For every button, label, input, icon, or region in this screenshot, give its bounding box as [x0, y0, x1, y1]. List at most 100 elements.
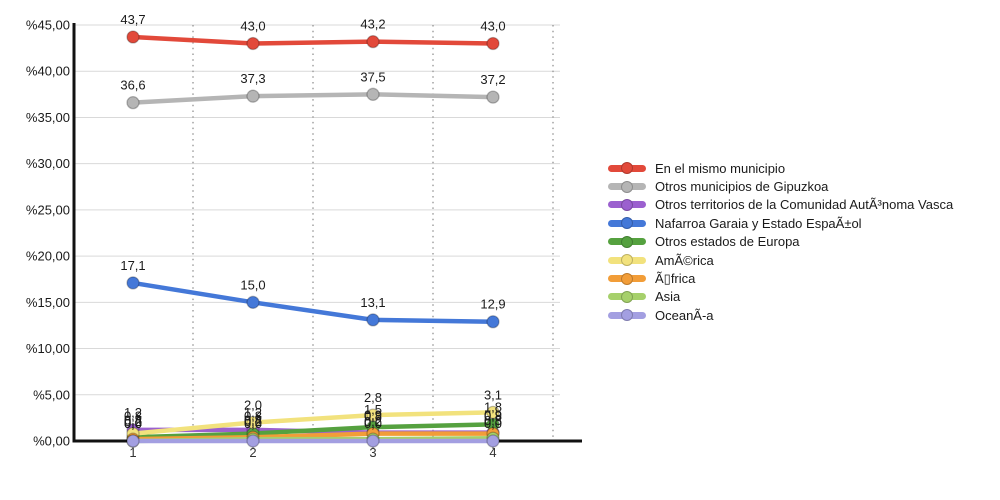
- data-point-label: 1,5: [364, 402, 382, 417]
- data-point: [246, 415, 260, 430]
- legend-label: OceanÃ-a: [655, 307, 714, 323]
- x-axis-tick-label: 1: [129, 445, 136, 460]
- data-point-label: 0,2: [364, 414, 382, 429]
- legend-label: Otros estados de Europa: [655, 234, 800, 250]
- data-point: [246, 434, 260, 448]
- legend-item[interactable]: En el mismo municipio: [608, 159, 953, 177]
- data-point-label: 37,3: [240, 71, 265, 86]
- data-point: [126, 276, 140, 290]
- series-line: [130, 92, 496, 105]
- y-axis-tick-label: %35,00: [26, 110, 70, 125]
- y-axis-tick-label: %40,00: [26, 64, 70, 79]
- legend-dot-icon: [621, 162, 633, 175]
- data-point: [126, 434, 140, 448]
- legend-dot-icon: [621, 309, 633, 322]
- y-axis-tick-label: %5,00: [33, 387, 70, 402]
- legend-marker-icon: [608, 217, 646, 230]
- y-axis-tick-label: %20,00: [26, 249, 70, 264]
- legend-label: Nafarroa Garaia y Estado EspaÃ±ol: [655, 215, 862, 231]
- data-point: [366, 313, 380, 327]
- legend-item[interactable]: OceanÃ-a: [608, 306, 953, 324]
- data-point: [486, 405, 500, 419]
- data-point-label: 0,9: [364, 408, 382, 423]
- legend-item[interactable]: Otros municipios de Gipuzkoa: [608, 177, 953, 195]
- legend-marker-icon: [608, 254, 646, 267]
- data-point-label: 17,1: [120, 258, 145, 273]
- legend-item[interactable]: Otros estados de Europa: [608, 233, 953, 251]
- legend-label: En el mismo municipio: [655, 160, 786, 176]
- y-axis-tick-label: %45,00: [26, 18, 70, 33]
- y-axis-tick-label: %15,00: [26, 295, 70, 310]
- legend-dot-icon: [621, 254, 633, 267]
- data-point: [486, 36, 500, 51]
- legend-label: Asia: [655, 289, 681, 305]
- data-point: [246, 295, 260, 309]
- data-point: [486, 434, 500, 448]
- x-axis-tick-label: 3: [369, 445, 376, 460]
- legend-item[interactable]: Asia: [608, 288, 953, 306]
- legend-item[interactable]: AmÃ©rica: [608, 251, 953, 269]
- data-point-label: 0,2: [244, 414, 262, 429]
- series-line: [130, 34, 496, 46]
- legend-item[interactable]: Ã▯frica: [608, 269, 953, 287]
- series-line: [130, 280, 496, 324]
- legend-label: Otros municipios de Gipuzkoa: [655, 179, 829, 195]
- series-line: [130, 410, 496, 436]
- legend-item[interactable]: Otros territorios de la Comunidad AutÃ³n…: [608, 196, 953, 214]
- legend-label: AmÃ©rica: [655, 252, 714, 268]
- data-point-label: 1,2: [124, 405, 142, 420]
- data-point-label: 0,0: [364, 416, 382, 431]
- data-point-label: 0,8: [244, 409, 262, 424]
- data-point-label: 13,1: [360, 295, 385, 310]
- data-point-label: 15,0: [240, 277, 265, 292]
- data-point: [366, 408, 380, 422]
- series-line: [130, 422, 496, 440]
- data-point-label: 0,3: [484, 413, 502, 428]
- data-point-label: 37,2: [480, 72, 505, 87]
- data-point-label: 43,0: [480, 18, 505, 33]
- data-point: [366, 87, 380, 101]
- data-point-label: 12,9: [480, 297, 505, 312]
- x-axis-tick-label: 2: [249, 445, 256, 460]
- legend-dot-icon: [621, 290, 633, 303]
- data-point-label: 0,0: [124, 416, 142, 431]
- data-point-label: 36,6: [120, 78, 145, 93]
- data-point-label: 2,0: [244, 398, 262, 413]
- data-point-label: 43,7: [120, 12, 145, 27]
- y-axis-tick-label: %10,00: [26, 341, 70, 356]
- legend-label: Ã▯frica: [655, 270, 696, 286]
- legend: En el mismo municipio Otros municipios de…: [608, 159, 953, 325]
- data-point-label: 0,4: [124, 412, 142, 427]
- data-point: [366, 34, 380, 49]
- data-point-label: 2,8: [364, 390, 382, 405]
- y-axis-tick-label: %0,00: [33, 434, 70, 449]
- legend-marker-icon: [608, 162, 646, 175]
- data-point-label: 1,8: [484, 399, 502, 414]
- data-point: [126, 96, 140, 110]
- data-point-label: 43,2: [360, 17, 385, 32]
- data-point: [366, 434, 380, 448]
- data-point-label: 0,0: [124, 416, 142, 431]
- legend-item[interactable]: Nafarroa Garaia y Estado EspaÃ±ol: [608, 214, 953, 232]
- data-point: [246, 36, 260, 51]
- y-axis-tick-label: %30,00: [26, 156, 70, 171]
- data-point: [486, 90, 500, 104]
- legend-dot-icon: [621, 198, 633, 211]
- data-point-label: 0,4: [244, 412, 262, 427]
- legend-dot-icon: [621, 272, 633, 285]
- data-point-label: 43,0: [240, 18, 265, 33]
- data-point-label: 0,9: [484, 408, 502, 423]
- x-axis-tick-label: 4: [489, 445, 496, 460]
- y-axis-tick-label: %25,00: [26, 202, 70, 217]
- data-point-label: 0,0: [244, 416, 262, 431]
- data-point-label: 0,8: [124, 409, 142, 424]
- data-point-label: 3,1: [484, 387, 502, 402]
- legend-marker-icon: [608, 235, 646, 248]
- data-point-label: 37,5: [360, 69, 385, 84]
- legend-marker-icon: [608, 180, 646, 193]
- legend-marker-icon: [608, 198, 646, 211]
- legend-dot-icon: [621, 235, 633, 248]
- data-point-label: 1,2: [244, 405, 262, 420]
- legend-dot-icon: [621, 217, 633, 230]
